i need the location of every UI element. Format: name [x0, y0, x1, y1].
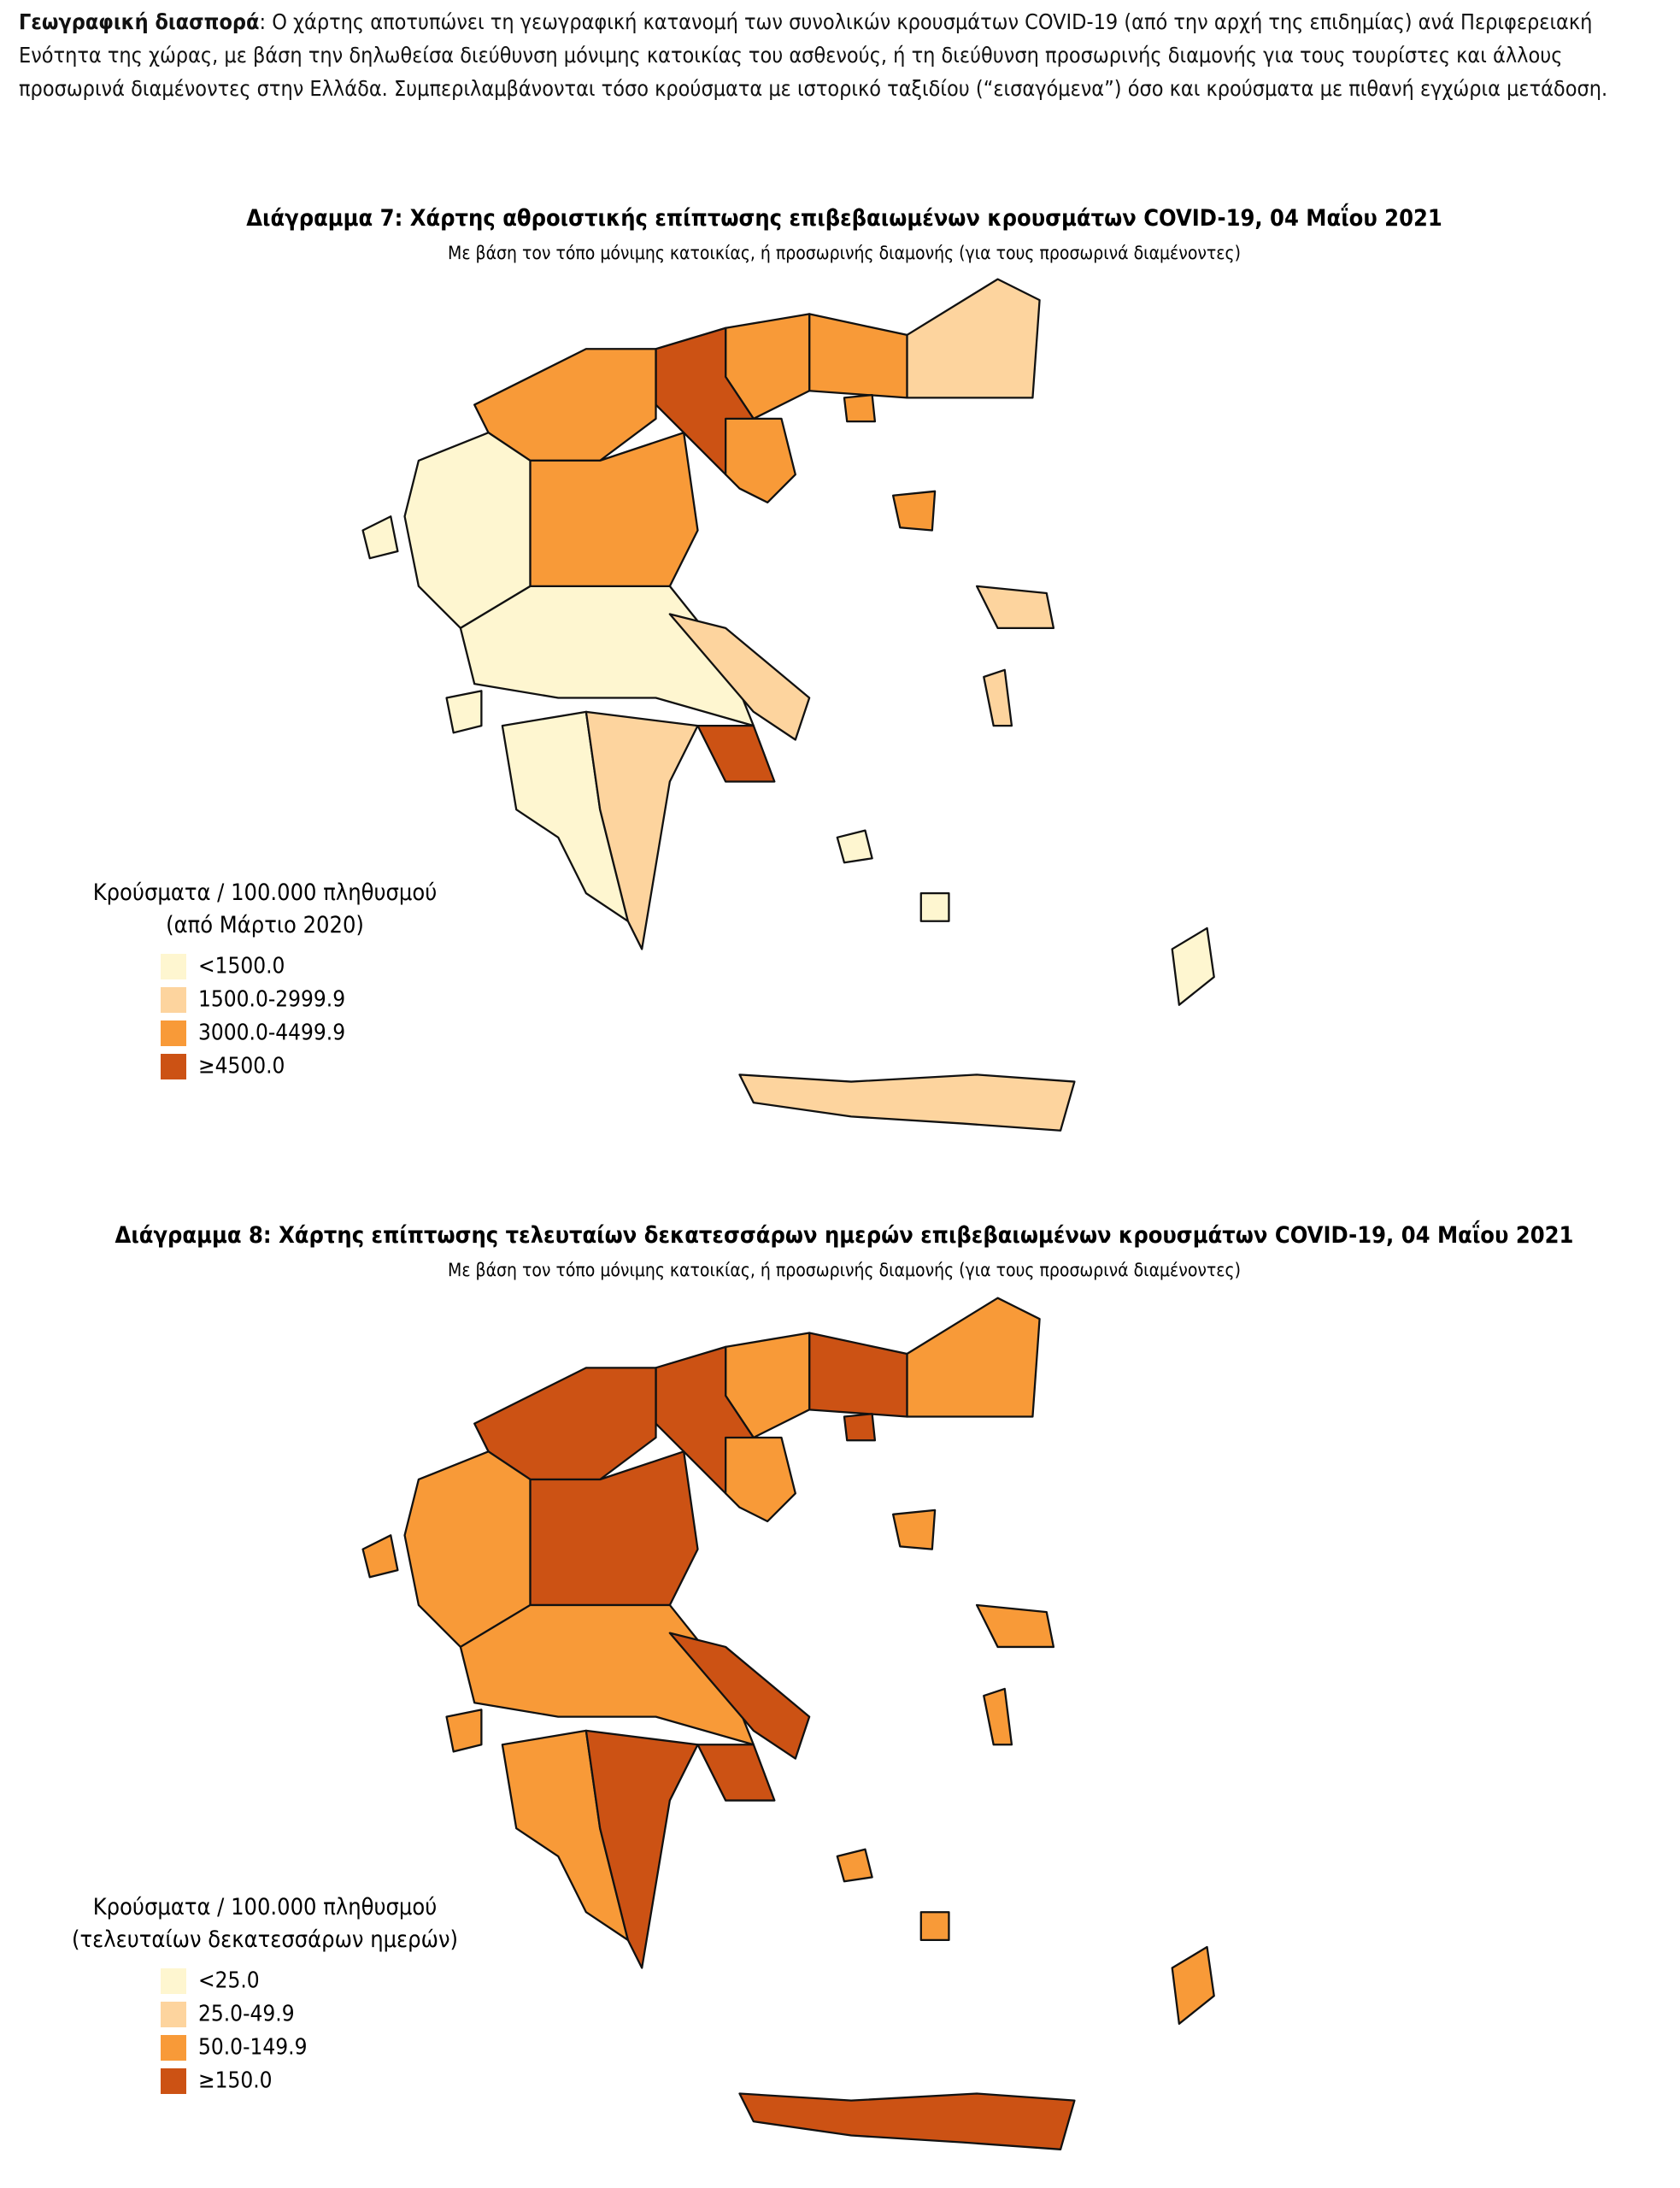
legend-title: Κρούσματα / 100.000 πληθυσμού [93, 879, 438, 906]
legend-label: ≥4500.0 [198, 1054, 285, 1079]
region [906, 1297, 1041, 1418]
map-title: Διάγραμμα 7: Χάρτης αθροιστικής επίπτωση… [246, 203, 1442, 232]
region [983, 1687, 1013, 1746]
legend-title: (τελευταίων δεκατεσσάρων ημερών) [72, 1926, 458, 1953]
map-subtitle: Με βάση τον τόπο μόνιμης κατοικίας, ή πρ… [448, 243, 1241, 263]
legend-swatch [161, 1968, 186, 1994]
region [975, 585, 1055, 629]
map [361, 278, 1215, 1132]
region [668, 613, 811, 741]
map-figure: Διάγραμμα 8: Χάρτης επίπτωσης τελευταίων… [72, 1220, 1574, 2150]
legend-swatch [161, 1054, 186, 1079]
legend-swatch [161, 2035, 186, 2061]
region [975, 1603, 1055, 1649]
legend-label: <25.0 [198, 1968, 260, 1994]
region [738, 2092, 1076, 2150]
region [361, 1534, 399, 1579]
region [808, 1332, 908, 1418]
region [891, 1509, 937, 1550]
region [919, 1911, 950, 1942]
legend-swatch [161, 2002, 186, 2027]
region [725, 417, 796, 504]
legend-label: 25.0-49.9 [198, 2002, 295, 2027]
region [445, 690, 483, 734]
region [584, 1729, 699, 1969]
legend-label: 50.0-149.9 [198, 2035, 307, 2061]
region [725, 1436, 796, 1523]
paragraph: Γεωγραφική διασπορά: Ο χάρτης αποτυπώνει… [19, 5, 1668, 105]
lead: Γεωγραφική διασπορά [19, 9, 260, 34]
legend-title: Κρούσματα / 100.000 πληθυσμού [93, 1894, 438, 1920]
region [738, 1073, 1076, 1132]
text: : Ο χάρτης αποτυπώνει τη γεωγραφική κατα… [19, 9, 1608, 101]
region [843, 1413, 877, 1442]
map [361, 1297, 1215, 2150]
region [843, 393, 877, 423]
region [668, 1632, 811, 1760]
legend-title: (από Μάρτιο 2020) [166, 912, 364, 938]
region [919, 891, 950, 922]
region [361, 515, 399, 560]
legend-swatch [161, 954, 186, 979]
legend-label: 3000.0-4499.9 [198, 1020, 345, 1046]
map-title: Διάγραμμα 8: Χάρτης επίπτωσης τελευταίων… [115, 1220, 1574, 1249]
legend-swatch [161, 2068, 186, 2094]
region [696, 1744, 776, 1802]
region [808, 313, 908, 399]
region [836, 1848, 873, 1883]
legend-swatch [161, 1020, 186, 1046]
region [445, 1709, 483, 1753]
region [696, 725, 776, 783]
region [983, 668, 1013, 727]
region [836, 829, 873, 864]
region [906, 278, 1041, 399]
legend-label: ≥150.0 [198, 2068, 273, 2094]
region [1171, 926, 1215, 1006]
map-figure: Διάγραμμα 7: Χάρτης αθροιστικής επίπτωση… [93, 203, 1442, 1132]
map-subtitle: Με βάση τον τόπο μόνιμης κατοικίας, ή πρ… [448, 1260, 1241, 1280]
region [584, 710, 699, 950]
legend-label: <1500.0 [198, 954, 285, 979]
legend-label: 1500.0-2999.9 [198, 987, 345, 1013]
legend-swatch [161, 987, 186, 1013]
region [1171, 1945, 1215, 2025]
region [891, 490, 937, 532]
